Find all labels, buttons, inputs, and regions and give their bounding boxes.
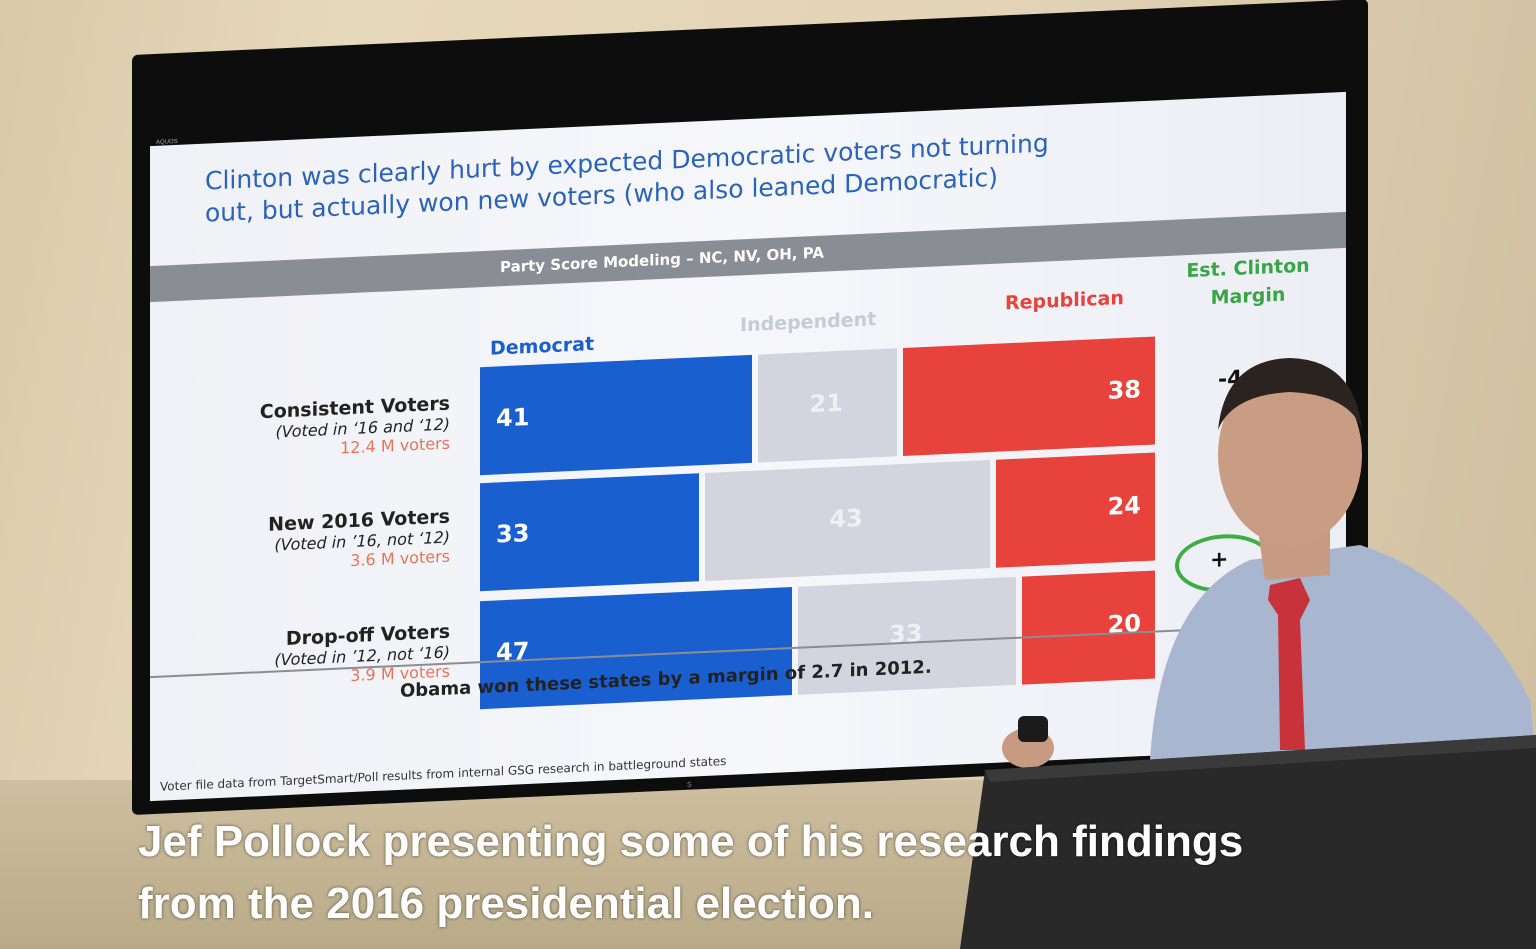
band-title-bar: Party Score Modeling – NC, NV, OH, PA [150, 211, 1346, 303]
dem-value: 33 [496, 518, 530, 549]
dem-segment: 33 [480, 473, 699, 592]
tv-display: AQUOS Clinton was clearly hurt by expect… [132, 0, 1368, 815]
rep-value: 24 [1107, 491, 1141, 521]
slide-headline: Clinton was clearly hurt by expected Dem… [205, 116, 1305, 230]
rep-value: 38 [1107, 375, 1141, 405]
tv-bottom-logo: S [687, 781, 692, 789]
row-label-consistent: Consistent Voters (Voted in ‘16 and ‘12)… [190, 393, 450, 465]
margin-header: Est. Clinton Margin [1168, 251, 1328, 314]
ind-segment: 21 [757, 348, 898, 463]
margin-value-dropoff: + [1210, 547, 1229, 574]
caption-line-1: Jef Pollock presenting some of his resea… [138, 817, 1244, 866]
independent-header: Independent [740, 308, 877, 337]
margin-value-consistent: -4 [1218, 366, 1243, 393]
bar-consistent: 41 21 38 [480, 336, 1155, 476]
ind-segment: 43 [704, 460, 990, 581]
caption-line-2: from the 2016 presidential election. [138, 879, 875, 928]
democrat-header: Democrat [490, 333, 595, 360]
republican-header: Republican [1005, 286, 1124, 315]
rep-segment: 24 [995, 452, 1155, 568]
bar-new: 33 43 24 [480, 452, 1155, 592]
band-title: Party Score Modeling – NC, NV, OH, PA [500, 243, 824, 277]
rep-segment: 20 [1022, 570, 1155, 685]
dem-value: 41 [496, 402, 530, 433]
dem-segment: 41 [480, 354, 752, 476]
slide-source: Voter file data from TargetSmart/Poll re… [160, 754, 727, 794]
rep-segment: 38 [903, 336, 1155, 456]
margin-value-new: + [1225, 481, 1244, 508]
row-label-new: New 2016 Voters (Voted in ’16, not ‘12) … [190, 506, 450, 578]
slide: Clinton was clearly hurt by expected Dem… [150, 91, 1346, 802]
ind-value: 43 [829, 503, 863, 534]
ind-value: 21 [809, 388, 843, 419]
